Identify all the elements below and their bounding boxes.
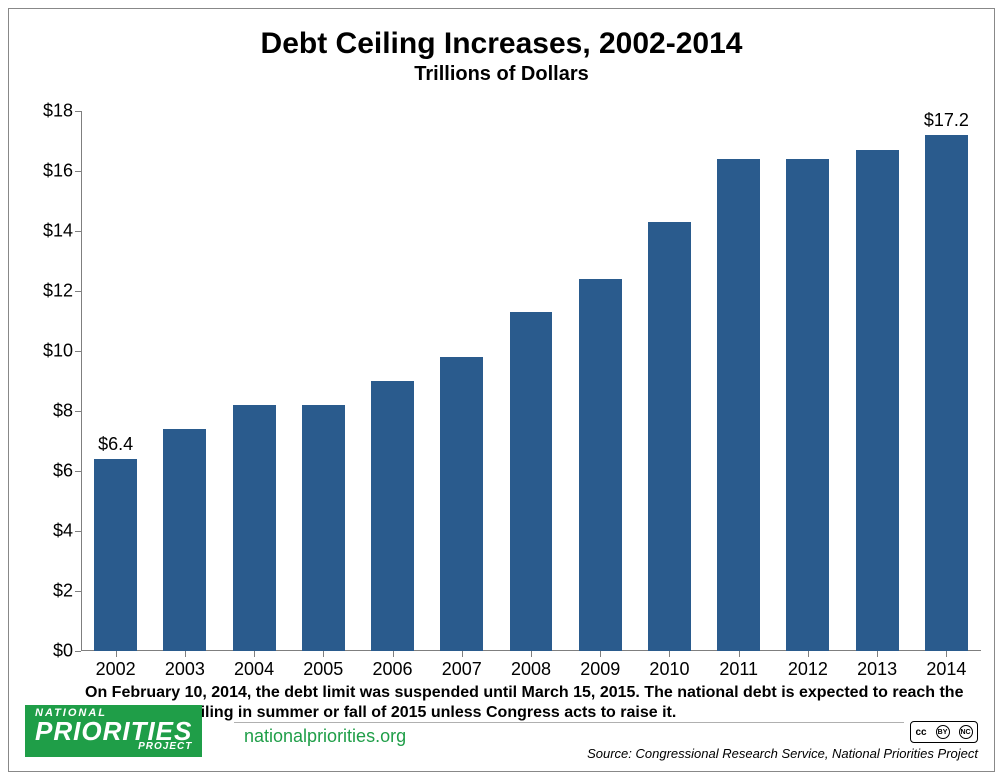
footer-rule — [234, 722, 904, 723]
chart-frame: Debt Ceiling Increases, 2002-2014 Trilli… — [8, 8, 995, 772]
x-tick-mark — [254, 651, 255, 657]
x-tick-label: 2002 — [96, 659, 136, 680]
bar — [786, 159, 829, 651]
cc-text: cc — [915, 727, 926, 738]
plot-region: $0$2$4$6$8$10$12$14$16$18$6.420022003200… — [81, 111, 981, 651]
x-tick-mark — [946, 651, 947, 657]
x-tick-label: 2008 — [511, 659, 551, 680]
source-text: Source: Congressional Research Service, … — [587, 746, 978, 761]
x-tick-label: 2007 — [442, 659, 482, 680]
x-tick-mark — [116, 651, 117, 657]
x-tick-label: 2013 — [857, 659, 897, 680]
bar-value-label: $17.2 — [924, 110, 969, 131]
y-tick-mark — [75, 111, 81, 112]
site-url: nationalpriorities.org — [244, 726, 406, 747]
footer: NATIONAL PRIORITIES PROJECT nationalprio… — [9, 715, 994, 763]
y-tick-mark — [75, 171, 81, 172]
x-tick-label: 2003 — [165, 659, 205, 680]
bar — [163, 429, 206, 651]
bar — [925, 135, 968, 651]
bar — [579, 279, 622, 651]
bar — [233, 405, 276, 651]
bar — [94, 459, 137, 651]
x-tick-label: 2010 — [649, 659, 689, 680]
bar — [302, 405, 345, 651]
x-tick-mark — [185, 651, 186, 657]
y-tick-mark — [75, 471, 81, 472]
chart-subtitle: Trillions of Dollars — [9, 63, 994, 86]
x-tick-mark — [808, 651, 809, 657]
x-tick-label: 2011 — [719, 659, 758, 680]
y-tick-mark — [75, 531, 81, 532]
y-tick-label: $18 — [23, 101, 73, 122]
y-tick-mark — [75, 291, 81, 292]
x-tick-label: 2009 — [580, 659, 620, 680]
bar-value-label: $6.4 — [98, 434, 133, 455]
x-tick-mark — [877, 651, 878, 657]
x-tick-label: 2004 — [234, 659, 274, 680]
y-tick-label: $10 — [23, 341, 73, 362]
y-tick-label: $8 — [23, 401, 73, 422]
bar — [717, 159, 760, 651]
cc-license-icon: cc BY NC — [910, 721, 978, 743]
x-tick-mark — [393, 651, 394, 657]
bar — [510, 312, 553, 651]
y-tick-label: $6 — [23, 461, 73, 482]
y-tick-mark — [75, 231, 81, 232]
bar — [440, 357, 483, 651]
y-tick-label: $16 — [23, 161, 73, 182]
x-tick-mark — [323, 651, 324, 657]
chart-plot-area: $0$2$4$6$8$10$12$14$16$18$6.420022003200… — [81, 111, 981, 651]
bar — [371, 381, 414, 651]
chart-title: Debt Ceiling Increases, 2002-2014 — [9, 27, 994, 61]
logo-line2: PRIORITIES — [35, 719, 192, 744]
bar — [856, 150, 899, 651]
y-tick-mark — [75, 411, 81, 412]
x-tick-mark — [669, 651, 670, 657]
y-tick-label: $12 — [23, 281, 73, 302]
cc-by-icon: BY — [936, 725, 950, 739]
y-tick-mark — [75, 351, 81, 352]
y-tick-label: $0 — [23, 641, 73, 662]
x-tick-label: 2012 — [788, 659, 828, 680]
y-tick-label: $14 — [23, 221, 73, 242]
x-tick-mark — [531, 651, 532, 657]
org-logo: NATIONAL PRIORITIES PROJECT — [25, 705, 202, 757]
x-tick-mark — [739, 651, 740, 657]
y-tick-mark — [75, 651, 81, 652]
y-tick-label: $2 — [23, 581, 73, 602]
bar — [648, 222, 691, 651]
x-tick-mark — [462, 651, 463, 657]
y-tick-label: $4 — [23, 521, 73, 542]
x-tick-label: 2014 — [926, 659, 966, 680]
x-tick-mark — [600, 651, 601, 657]
x-tick-label: 2005 — [303, 659, 343, 680]
cc-nc-icon: NC — [959, 725, 973, 739]
x-tick-label: 2006 — [373, 659, 413, 680]
y-tick-mark — [75, 591, 81, 592]
